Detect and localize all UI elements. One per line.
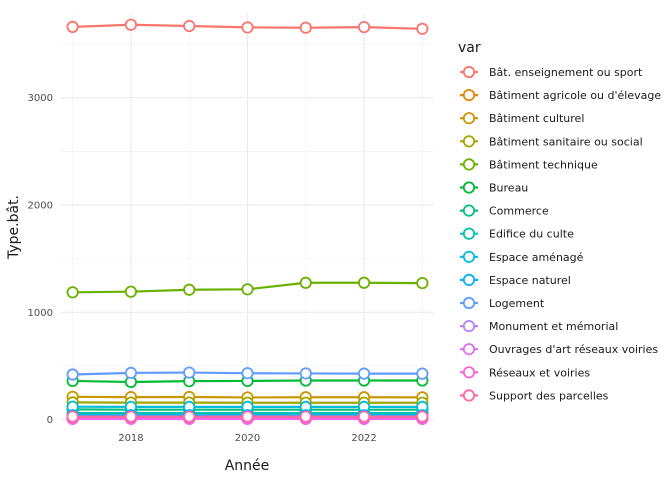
data-point: [124, 366, 138, 379]
legend-item: Edifice du culte: [460, 227, 574, 241]
legend-items: Bât. enseignement ou sport Bâtiment agric…: [460, 65, 661, 402]
legend-item: Ouvrages d'art réseaux voiries: [460, 343, 658, 356]
legend-key-point: [462, 389, 476, 402]
legend-item: Bureau: [460, 181, 528, 195]
legend-label: Réseaux et voiries: [489, 366, 590, 379]
data-point: [183, 366, 196, 379]
legend-key-point: [462, 135, 476, 148]
data-point: [66, 286, 79, 299]
data-point: [183, 410, 196, 423]
data-point: [299, 367, 312, 380]
legend-item: Logement: [460, 296, 545, 310]
legend-label: Edifice du culte: [489, 228, 574, 241]
legend-item: Bâtiment culturel: [460, 112, 584, 125]
legend-label: Logement: [489, 297, 545, 310]
legend-item: Bâtiment agricole ou d'élevage: [460, 89, 661, 102]
data-point: [357, 276, 371, 289]
legend-label: Bâtiment sanitaire ou social: [489, 135, 643, 148]
legend-key-point: [462, 204, 476, 217]
data-point: [299, 276, 312, 289]
legend-key-point: [462, 343, 476, 356]
data-point: [66, 20, 79, 33]
x-axis-ticks: 2018 2020 2022: [118, 433, 377, 444]
data-point: [66, 410, 79, 423]
legend: var Bât. enseignement ou sport Bâtiment a…: [458, 40, 661, 402]
legend-label: Bât. enseignement ou sport: [489, 66, 643, 79]
y-tick-label: 0: [47, 415, 53, 426]
data-point: [241, 283, 254, 296]
data-point: [124, 410, 138, 423]
legend-key-point: [462, 227, 476, 240]
legend-key-point: [462, 366, 476, 379]
data-point: [299, 21, 312, 34]
data-point: [357, 20, 371, 34]
data-point: [241, 21, 254, 34]
legend-label: Bureau: [489, 182, 528, 195]
x-tick-label: 2020: [235, 433, 260, 444]
legend-label: Bâtiment technique: [489, 158, 598, 171]
legend-key-point: [462, 158, 476, 171]
x-axis-title: Année: [225, 458, 270, 474]
legend-item: Monument et mémorial: [460, 319, 618, 333]
data-point: [183, 283, 196, 296]
data-point: [299, 410, 312, 423]
legend-key-point: [462, 273, 476, 286]
data-point: [416, 276, 429, 290]
legend-title: var: [458, 40, 481, 56]
legend-key-point: [462, 112, 476, 125]
legend-item: Réseaux et voiries: [460, 366, 590, 379]
series-points: [66, 18, 429, 426]
data-point: [183, 19, 196, 33]
y-axis-ticks: 0 1000 2000 3000: [28, 93, 53, 426]
legend-key-point: [462, 181, 476, 194]
data-point: [416, 367, 429, 380]
data-point: [66, 368, 79, 381]
data-point: [357, 410, 371, 423]
legend-item: Espace aménagé: [460, 250, 584, 264]
legend-key-point: [462, 65, 476, 79]
data-point: [416, 410, 429, 423]
legend-key-point: [462, 296, 476, 310]
legend-item: Commerce: [460, 204, 549, 218]
legend-label: Ouvrages d'art réseaux voiries: [489, 343, 658, 356]
data-point: [124, 18, 138, 31]
legend-label: Monument et mémorial: [489, 320, 618, 333]
legend-item: Bâtiment technique: [460, 158, 598, 171]
legend-label: Commerce: [489, 205, 549, 218]
y-tick-label: 3000: [28, 93, 53, 104]
legend-key-point: [462, 89, 476, 102]
x-tick-label: 2018: [118, 433, 143, 444]
legend-label: Espace naturel: [489, 274, 571, 287]
y-axis-title: Type.bât.: [6, 195, 22, 260]
data-point: [124, 285, 138, 298]
legend-item: Bât. enseignement ou sport: [460, 65, 643, 79]
data-point: [416, 22, 429, 35]
legend-item: Espace naturel: [460, 273, 571, 287]
legend-item: Support des parcelles: [460, 389, 609, 402]
data-point: [241, 410, 254, 423]
legend-label: Bâtiment culturel: [489, 112, 584, 125]
legend-item: Bâtiment sanitaire ou social: [460, 135, 643, 148]
x-tick-label: 2022: [351, 433, 376, 444]
legend-label: Support des parcelles: [489, 389, 609, 402]
legend-label: Espace aménagé: [489, 251, 584, 264]
legend-key-point: [462, 250, 476, 263]
y-tick-label: 1000: [28, 308, 53, 319]
legend-label: Bâtiment agricole ou d'élevage: [489, 89, 661, 102]
y-tick-label: 2000: [28, 200, 53, 211]
grid: [61, 14, 434, 426]
legend-key-point: [462, 319, 476, 333]
data-point: [241, 367, 254, 380]
data-point: [357, 367, 371, 380]
